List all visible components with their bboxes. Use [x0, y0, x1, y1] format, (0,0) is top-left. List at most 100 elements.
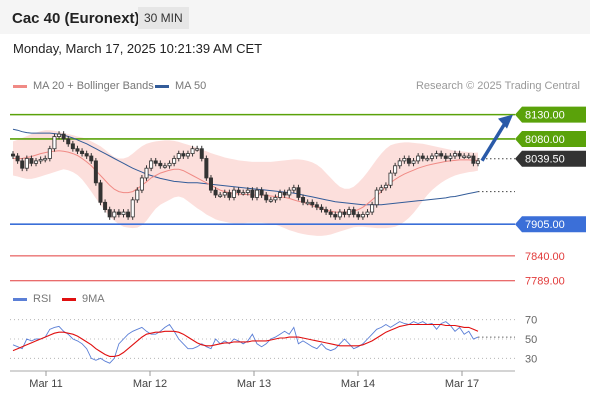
- candle-body: [144, 167, 149, 179]
- candle-body: [356, 214, 361, 218]
- candle-body: [231, 189, 236, 198]
- candle-body: [130, 199, 135, 218]
- candle-body: [121, 211, 126, 215]
- x-tick-label: Mar 14: [341, 378, 375, 390]
- candle-body: [448, 155, 453, 159]
- candle-body: [107, 209, 112, 218]
- candle-body: [287, 189, 292, 196]
- level-label-8080.00: 8080.00: [525, 134, 565, 146]
- candle-body: [347, 209, 352, 215]
- level-label-8130.00: 8130.00: [525, 110, 565, 122]
- candle-body: [158, 162, 163, 167]
- legend-ma50-label: MA 50: [175, 80, 207, 92]
- candle-body: [213, 189, 218, 196]
- candle-body: [153, 160, 158, 164]
- legend-9ma: 9MA: [62, 293, 105, 305]
- legend-ma20-swatch: [13, 84, 27, 88]
- candle-body: [328, 211, 333, 215]
- candle-body: [351, 209, 356, 215]
- level-label-7905.00: 7905.00: [525, 219, 565, 231]
- candle-body: [462, 155, 467, 158]
- ma50-line: [12, 128, 479, 206]
- interval-button[interactable]: 30 MIN: [138, 7, 189, 29]
- candle-body: [416, 155, 421, 162]
- candle-body: [425, 158, 430, 161]
- candle-body: [208, 177, 213, 191]
- candle-body: [162, 165, 167, 168]
- candle-body: [291, 187, 296, 191]
- candle-body: [397, 160, 402, 167]
- candle-body: [236, 189, 241, 193]
- candle-body: [75, 148, 80, 152]
- datetime-label: Monday, March 17, 2025 10:21:39 AM CET: [13, 41, 263, 56]
- credit-text: Research © 2025 Trading Central: [415, 80, 580, 92]
- candle-body: [411, 160, 416, 164]
- candle-body: [282, 192, 287, 196]
- legend-ma20: MA 20 + Bollinger Bands: [13, 80, 154, 92]
- candle-body: [360, 214, 365, 218]
- candle-body: [84, 153, 89, 157]
- candle-body: [255, 189, 260, 198]
- bollinger-band: [13, 130, 478, 236]
- rsi-tick-label: 30: [525, 353, 537, 365]
- candle-body: [172, 158, 177, 164]
- forecast-arrow: [480, 120, 508, 162]
- x-tick-label: Mar 17: [445, 378, 479, 390]
- legend-rsi-label: RSI: [33, 293, 52, 305]
- candle-body: [222, 192, 227, 196]
- level-label-7840.00: 7840.00: [525, 251, 565, 263]
- candle-body: [319, 206, 324, 211]
- candle-body: [342, 211, 347, 215]
- candle-body: [10, 153, 15, 157]
- candle-body: [204, 158, 209, 179]
- candle-body: [98, 182, 103, 203]
- candle-body: [268, 199, 273, 202]
- candle-body: [241, 192, 246, 195]
- candle-body: [38, 159, 43, 162]
- level-tag-8080.00: [515, 130, 586, 147]
- forecast-arrowhead: [498, 114, 513, 129]
- level-tag-8130.00: [515, 106, 586, 123]
- candle-body: [301, 197, 306, 203]
- candle-body: [80, 150, 85, 154]
- candle-body: [429, 155, 434, 159]
- candle-body: [167, 162, 172, 167]
- candle-body: [443, 155, 448, 159]
- legend-9ma-label: 9MA: [82, 293, 105, 305]
- candle-body: [264, 194, 269, 201]
- header-bar: [0, 0, 590, 34]
- rsi-9ma-line: [12, 323, 479, 357]
- candle-body: [15, 155, 20, 162]
- candle-body: [227, 192, 232, 198]
- candle-body: [333, 214, 338, 218]
- candle-body: [199, 148, 204, 159]
- candle-body: [370, 204, 375, 213]
- candle-body: [388, 172, 393, 186]
- candle-body: [457, 153, 462, 157]
- candle-body: [176, 153, 181, 159]
- ma20-line: [13, 150, 478, 213]
- candle-body: [374, 189, 379, 206]
- candle-body: [379, 187, 384, 191]
- candle-body: [103, 201, 108, 211]
- candle-body: [52, 136, 57, 150]
- level-tag-7905.00: [515, 216, 586, 233]
- candle-body: [89, 155, 94, 162]
- last-price-tag: [515, 150, 586, 167]
- level-label-7789.00: 7789.00: [525, 276, 565, 288]
- candle-body: [310, 201, 315, 206]
- candle-body: [116, 211, 121, 215]
- candle-body: [245, 189, 250, 193]
- candle-body: [250, 189, 255, 198]
- candle-body: [475, 160, 480, 164]
- candle-body: [181, 153, 186, 157]
- candle-body: [185, 153, 190, 157]
- candle-body: [57, 133, 62, 137]
- candle-body: [383, 184, 388, 189]
- candle-body: [259, 189, 264, 196]
- candle-body: [337, 211, 342, 218]
- candle-body: [218, 194, 223, 197]
- candle-body: [139, 177, 144, 191]
- candle-body: [195, 148, 200, 151]
